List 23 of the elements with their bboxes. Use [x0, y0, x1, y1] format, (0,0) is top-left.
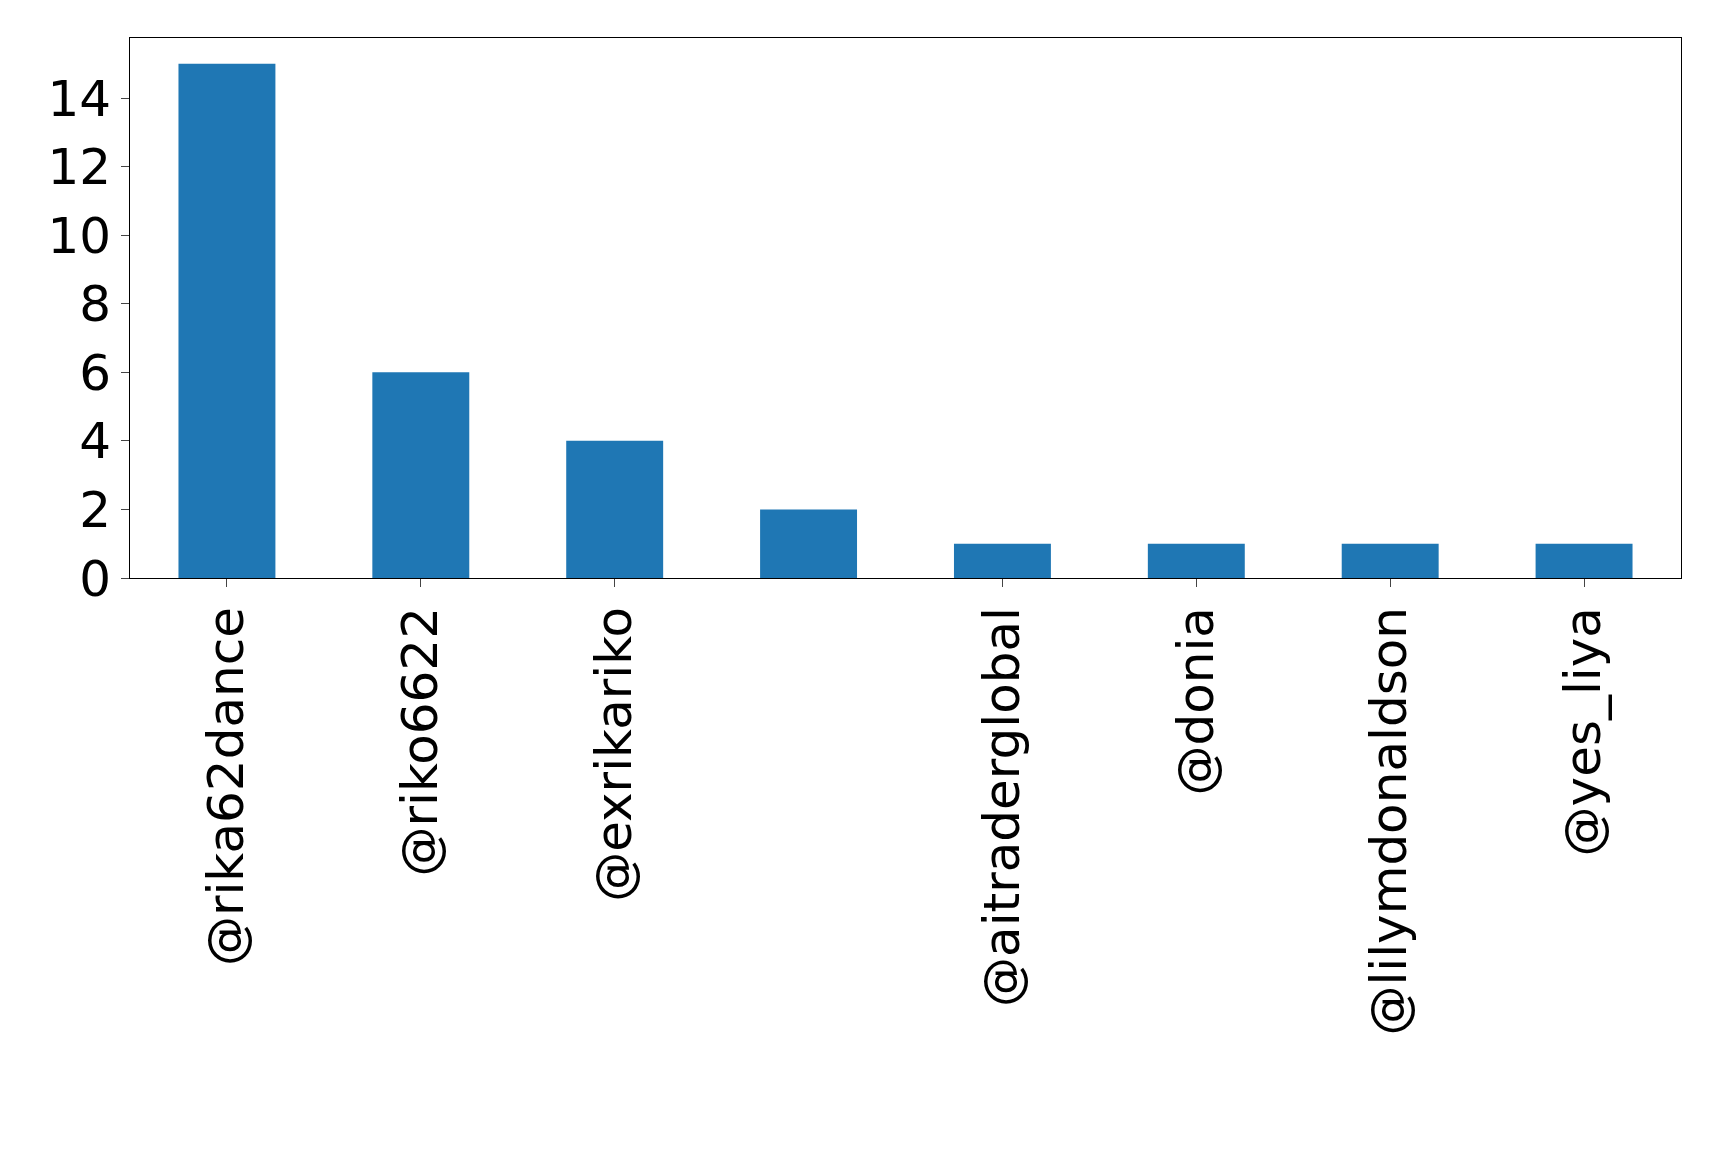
bar	[178, 63, 276, 578]
x-tick-label: @lilymdonaldson	[1360, 607, 1419, 1036]
bar	[1535, 543, 1633, 578]
bar	[1341, 543, 1439, 578]
bar	[953, 543, 1051, 578]
y-tick-label: 12	[47, 138, 111, 197]
bar	[760, 509, 858, 578]
y-tick-label: 14	[47, 69, 111, 128]
y-tick-label: 10	[47, 206, 111, 265]
x-tick-label: @exrikariko	[584, 607, 643, 902]
x-tick-label: @donia	[1166, 607, 1225, 796]
x-tick-label: @rika62dance	[197, 607, 256, 967]
x-tick-label: @aitraderglobal	[972, 607, 1031, 1007]
x-tick-label: @riko6622	[391, 607, 450, 877]
y-tick-label: 0	[79, 549, 111, 608]
y-tick-label: 2	[79, 480, 111, 539]
bar	[1147, 543, 1245, 578]
y-tick-label: 8	[79, 275, 111, 334]
y-tick-label: 6	[79, 343, 111, 402]
y-tick-label: 4	[79, 412, 111, 471]
bar	[372, 372, 470, 578]
x-tick-label: @yes_liya	[1554, 607, 1613, 857]
bar	[566, 440, 664, 578]
